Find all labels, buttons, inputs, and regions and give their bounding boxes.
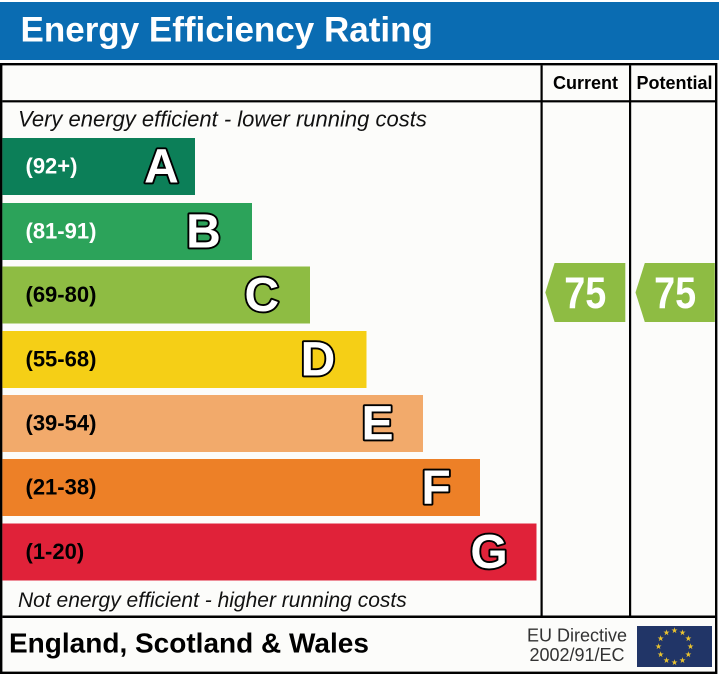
svg-text:Very energy efficient - lower: Very energy efficient - lower running co…	[18, 106, 427, 131]
svg-text:Potential: Potential	[636, 73, 712, 93]
svg-text:(39-54): (39-54)	[26, 411, 97, 436]
svg-text:(81-91): (81-91)	[26, 219, 97, 244]
svg-text:D: D	[301, 334, 336, 387]
svg-text:A: A	[144, 141, 179, 194]
svg-text:(1-20): (1-20)	[26, 539, 85, 564]
svg-text:E: E	[361, 398, 393, 451]
svg-text:(92+): (92+)	[26, 154, 78, 179]
svg-text:2002/91/EC: 2002/91/EC	[529, 645, 624, 665]
svg-text:(21-38): (21-38)	[26, 475, 97, 500]
svg-text:England, Scotland & Wales: England, Scotland & Wales	[9, 628, 369, 659]
svg-text:(69-80): (69-80)	[26, 282, 97, 307]
svg-text:C: C	[244, 269, 279, 322]
svg-text:B: B	[186, 206, 221, 259]
svg-text:(55-68): (55-68)	[26, 347, 97, 372]
svg-text:75: 75	[654, 269, 696, 318]
svg-text:75: 75	[564, 269, 606, 318]
svg-text:Current: Current	[553, 73, 618, 93]
svg-text:Energy Efficiency Rating: Energy Efficiency Rating	[21, 11, 433, 50]
svg-text:F: F	[421, 462, 450, 515]
svg-text:EU Directive: EU Directive	[527, 626, 627, 646]
svg-text:G: G	[470, 526, 507, 579]
svg-text:Not energy efficient - higher: Not energy efficient - higher running co…	[18, 589, 407, 612]
